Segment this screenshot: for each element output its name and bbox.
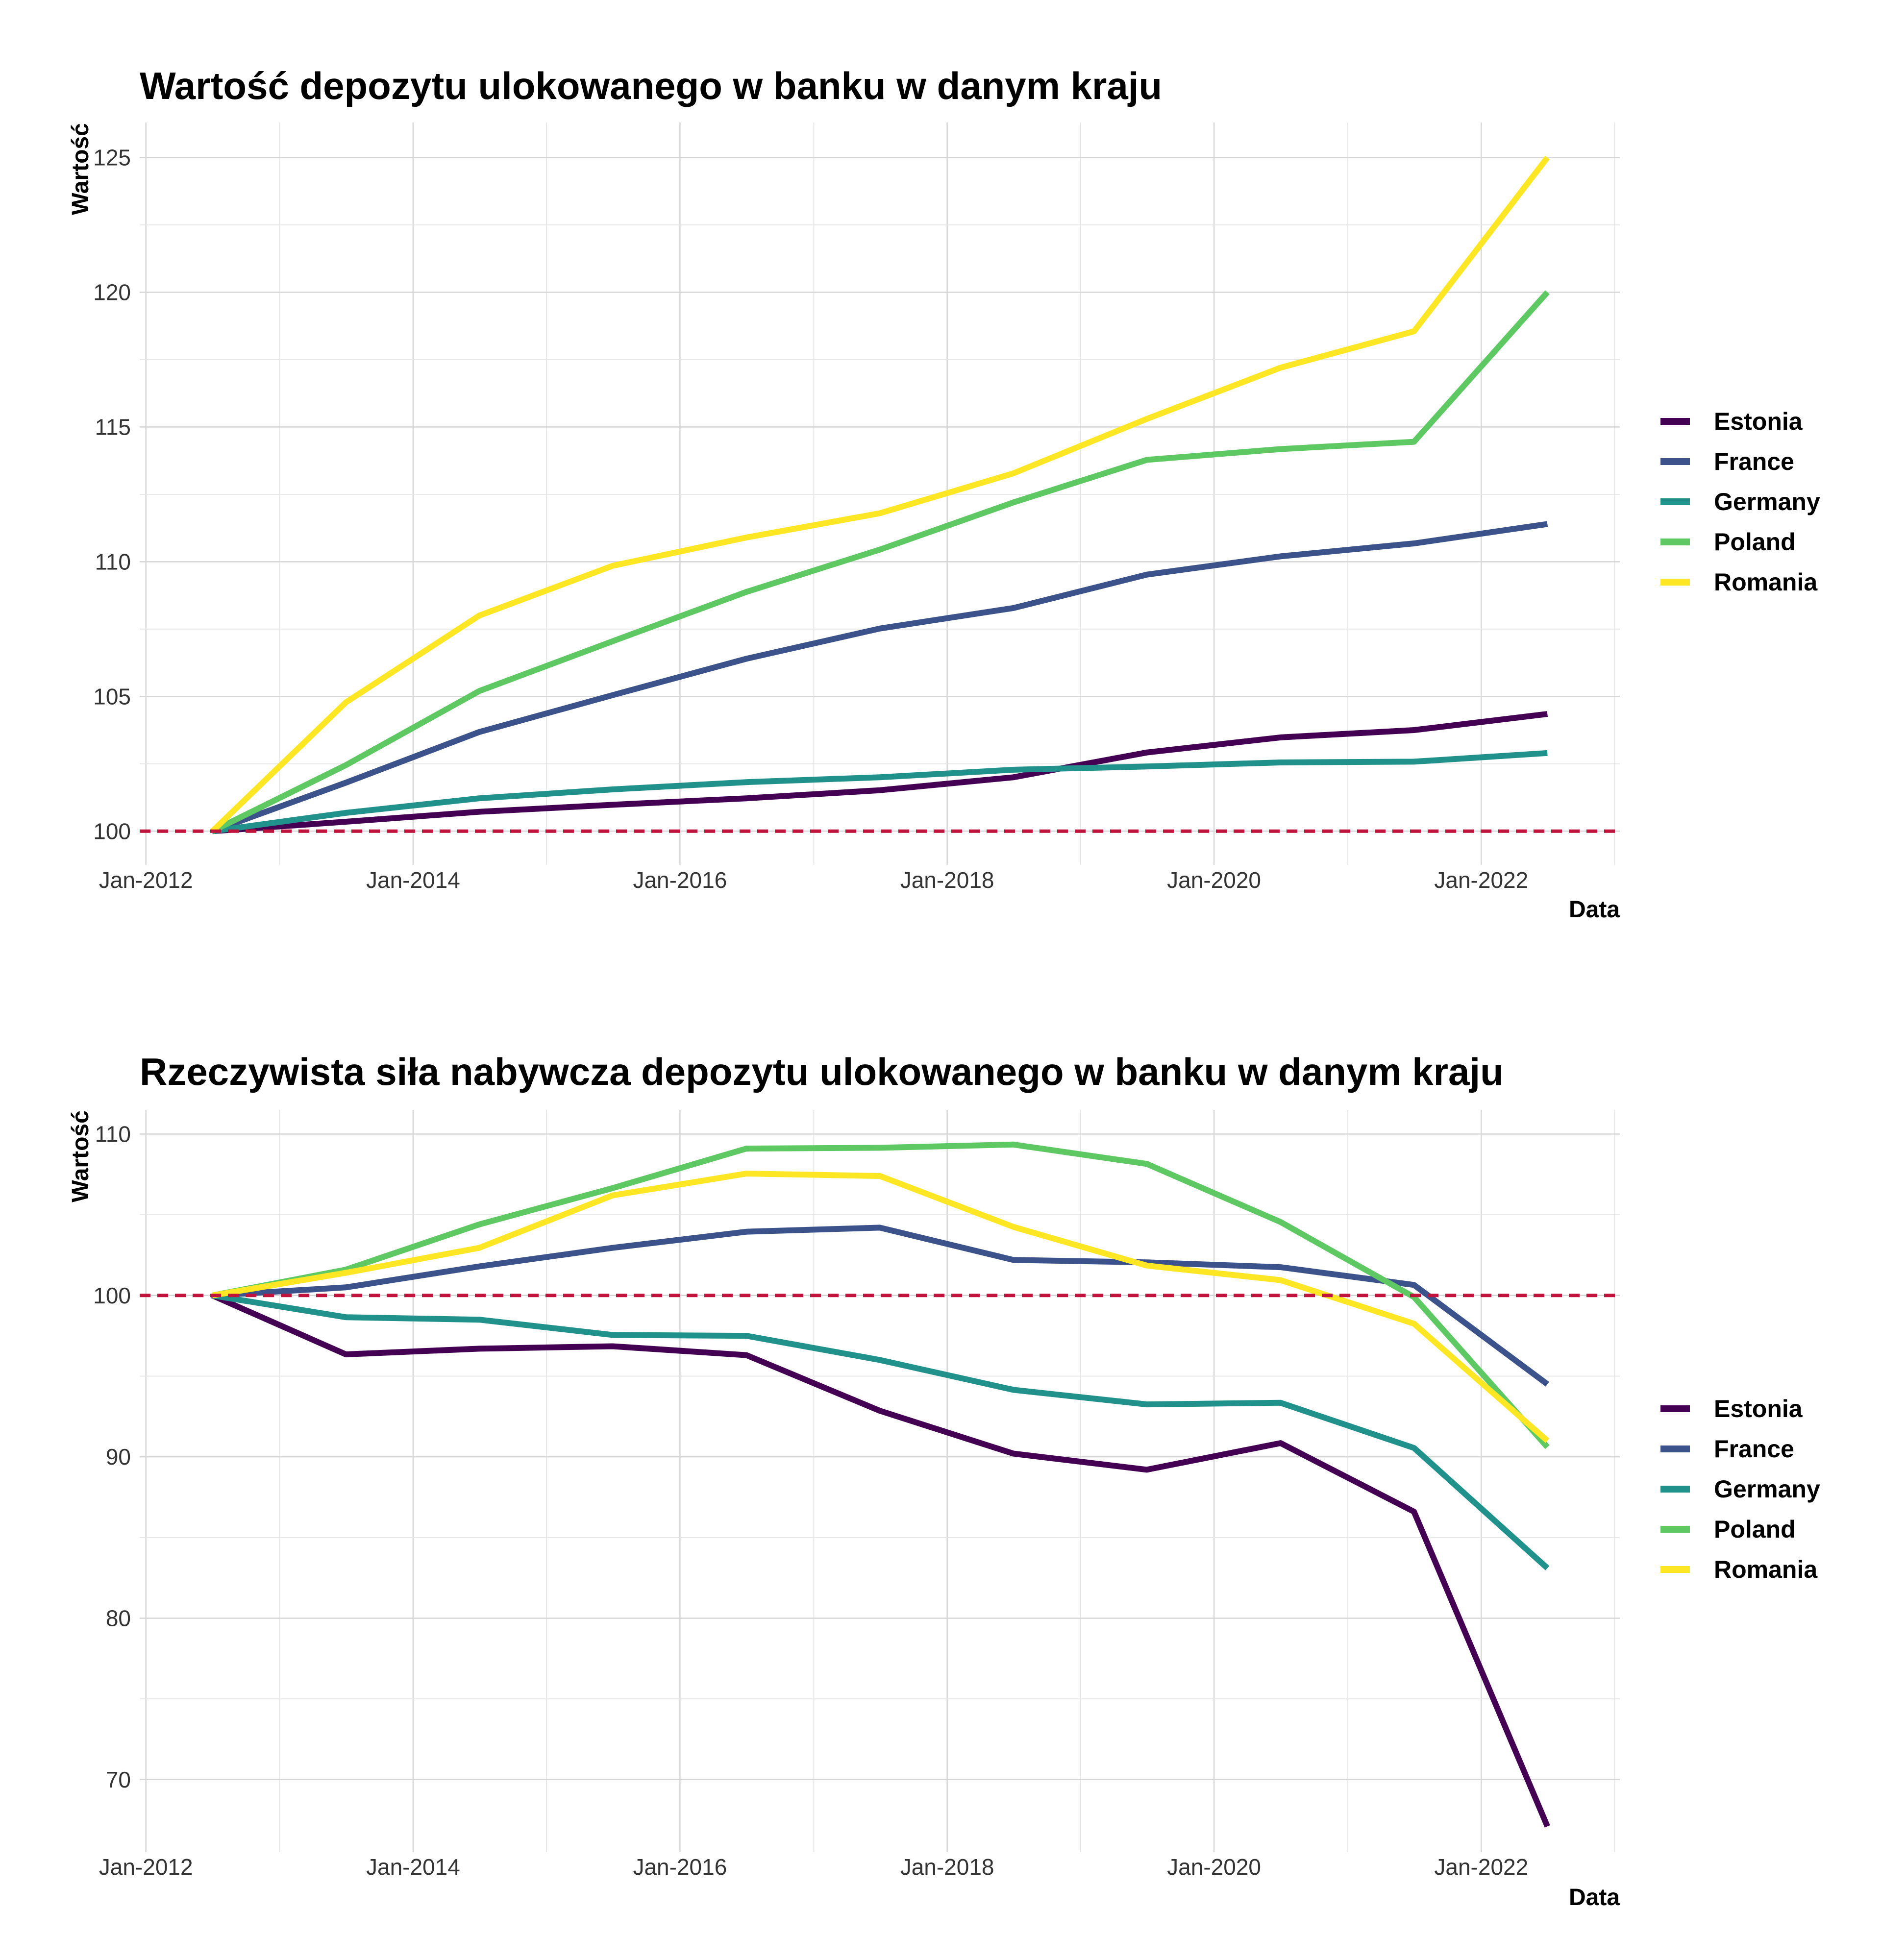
x-tick-label: Jan-2012	[99, 867, 193, 893]
series-line-poland	[212, 1141, 1550, 1449]
x-axis-title: Data	[1569, 1885, 1620, 1911]
y-tick-label: 120	[93, 279, 131, 305]
series-line-germany	[212, 750, 1548, 834]
y-tick-label: 70	[106, 1767, 131, 1792]
legend-label-romania: Romania	[1714, 568, 1818, 596]
legend-label-romania: Romania	[1714, 1556, 1818, 1583]
y-tick-label: 80	[106, 1605, 131, 1631]
y-tick-label: 100	[93, 818, 131, 844]
y-tick-label: 105	[93, 684, 131, 709]
x-axis-title: Data	[1569, 897, 1620, 923]
x-tick-label: Jan-2022	[1434, 1854, 1528, 1880]
y-tick-label: 110	[95, 549, 131, 574]
y-tick-label: 90	[106, 1444, 131, 1470]
legend: Estonia France Germany Poland Romania	[1660, 408, 1820, 596]
x-tick-label: Jan-2014	[366, 1854, 460, 1880]
legend: Estonia France Germany Poland Romania	[1660, 1395, 1820, 1583]
y-tick-label: 100	[93, 1283, 131, 1308]
legend-label-germany: Germany	[1714, 1475, 1820, 1503]
y-tick-label: 115	[95, 414, 131, 440]
chart-deposit-value: Wartość depozytu ulokowanego w banku w d…	[68, 64, 1820, 923]
series-line-estonia	[212, 711, 1548, 834]
series-line-germany	[212, 1292, 1550, 1570]
legend-label-poland: Poland	[1714, 1516, 1796, 1543]
y-tick-label: 110	[95, 1121, 131, 1147]
x-tick-label: Jan-2014	[366, 867, 460, 893]
x-tick-label: Jan-2018	[900, 1854, 994, 1880]
legend-label-germany: Germany	[1714, 488, 1820, 515]
legend-label-estonia: Estonia	[1714, 1395, 1803, 1422]
x-tick-label: Jan-2018	[900, 867, 994, 893]
series-line-romania	[210, 155, 1550, 833]
x-tick-label: Jan-2016	[633, 867, 727, 893]
y-axis-title: Wartość	[68, 1110, 94, 1202]
y-axis-title: Wartość	[68, 123, 94, 215]
legend-label-poland: Poland	[1714, 528, 1796, 556]
series-line-poland	[211, 290, 1550, 834]
legend-label-france: France	[1714, 1435, 1794, 1463]
series-line-france	[212, 1225, 1549, 1387]
chart-title: Wartość depozytu ulokowanego w banku w d…	[140, 64, 1162, 107]
x-tick-label: Jan-2020	[1167, 1854, 1261, 1880]
x-tick-label: Jan-2022	[1434, 867, 1528, 893]
legend-label-france: France	[1714, 448, 1794, 475]
x-tick-label: Jan-2012	[99, 1854, 193, 1880]
series-line-estonia	[211, 1293, 1550, 1828]
x-tick-label: Jan-2016	[633, 1854, 727, 1880]
chart-real-purchasing-power: Rzeczywista siła nabywcza depozytu uloko…	[68, 1050, 1820, 1911]
grid	[140, 122, 1620, 865]
chart-title: Rzeczywista siła nabywcza depozytu uloko…	[140, 1050, 1504, 1093]
series-line-france	[211, 521, 1548, 834]
grid	[140, 1110, 1620, 1852]
legend-label-estonia: Estonia	[1714, 408, 1803, 435]
y-tick-label: 125	[93, 145, 131, 170]
x-tick-label: Jan-2020	[1167, 867, 1261, 893]
